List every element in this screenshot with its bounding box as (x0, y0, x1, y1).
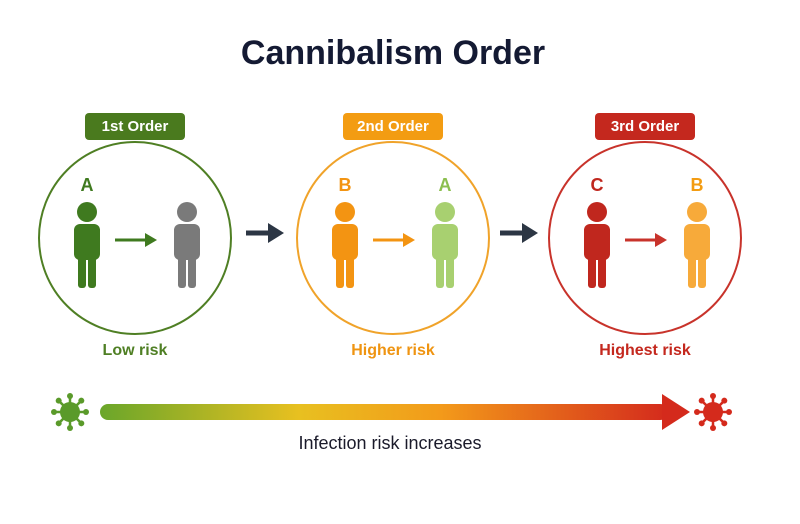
person-torso (684, 224, 710, 260)
person-leg (88, 252, 96, 288)
person-leg (178, 252, 186, 288)
virus-tip (78, 397, 85, 404)
person-icon (74, 202, 100, 288)
person-letter: A (81, 175, 94, 195)
person-leg (698, 252, 706, 288)
title: Cannibalism Order (241, 34, 545, 72)
virus-icon (51, 393, 89, 431)
person-head (587, 202, 607, 222)
virus-body (60, 402, 80, 422)
virus-tip (55, 397, 62, 404)
stage-badge (85, 113, 185, 140)
person-letter: C (591, 175, 604, 195)
risk-label: Low risk (103, 342, 168, 359)
virus-tip (51, 409, 57, 415)
virus-tip (698, 420, 705, 427)
person-icon (584, 202, 610, 288)
person-torso (432, 224, 458, 260)
virus-tip (67, 425, 73, 431)
stage-badge-label: 2nd Order (357, 118, 429, 135)
person-leg (336, 252, 344, 288)
stage-circle (38, 141, 232, 335)
virus-tip (721, 420, 728, 427)
risk-arrowhead (662, 394, 690, 430)
person-head (687, 202, 707, 222)
person-torso (584, 224, 610, 260)
virus-tip (67, 393, 73, 399)
person-letter: A (439, 175, 452, 195)
person-leg (446, 252, 454, 288)
risk-bar (100, 404, 668, 420)
person-icon (432, 202, 458, 288)
virus-tip (710, 425, 716, 431)
virus-tip (83, 409, 89, 415)
stage-circle (296, 141, 490, 335)
virus-tip (721, 397, 728, 404)
risk-label: Higher risk (351, 342, 435, 359)
stage-badge (595, 113, 695, 140)
person-torso (174, 224, 200, 260)
virus-tip (698, 397, 705, 404)
virus-icon (694, 393, 732, 431)
footer-label: Infection risk increases (298, 433, 481, 453)
person-icon (684, 202, 710, 288)
stage-badge (343, 113, 443, 140)
person-leg (346, 252, 354, 288)
virus-tip (694, 409, 700, 415)
person-head (435, 202, 455, 222)
stage-circle (548, 141, 742, 335)
person-leg (588, 252, 596, 288)
person-letter: B (339, 175, 352, 195)
virus-tip (55, 420, 62, 427)
virus-tip (710, 393, 716, 399)
stage-arrow (246, 223, 284, 243)
stage-badge-label: 1st Order (102, 118, 169, 135)
person-leg (188, 252, 196, 288)
person-leg (78, 252, 86, 288)
person-letter: B (691, 175, 704, 195)
transmission-arrowhead (403, 233, 415, 247)
person-leg (688, 252, 696, 288)
person-leg (436, 252, 444, 288)
stage-arrow (500, 223, 538, 243)
person-icon (174, 202, 200, 288)
person-head (77, 202, 97, 222)
person-head (335, 202, 355, 222)
person-torso (332, 224, 358, 260)
risk-label: Highest risk (599, 342, 691, 359)
virus-tip (78, 420, 85, 427)
person-icon (332, 202, 358, 288)
person-head (177, 202, 197, 222)
virus-tip (726, 409, 732, 415)
person-torso (74, 224, 100, 260)
virus-body (703, 402, 723, 422)
transmission-arrowhead (145, 233, 157, 247)
person-leg (598, 252, 606, 288)
stage-badge-label: 3rd Order (611, 118, 680, 135)
transmission-arrowhead (655, 233, 667, 247)
